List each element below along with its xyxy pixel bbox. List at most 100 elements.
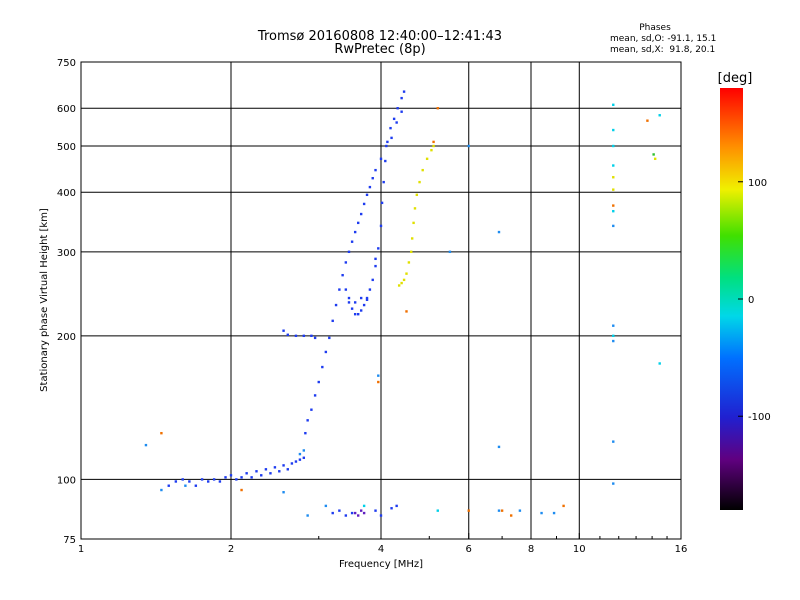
y-axis-label: Stationary phase Virtual Height [km] <box>39 208 50 392</box>
data-point <box>338 509 341 512</box>
data-point <box>310 334 313 338</box>
data-point <box>298 458 302 461</box>
y-tick-label: 75 <box>63 535 76 546</box>
data-point <box>412 221 415 225</box>
phase-heading: Phases <box>639 23 671 33</box>
plot-area: 1 2 4 6 8 10 16 75 100 200 300 400 500 600 750 <box>57 58 687 555</box>
data-point <box>402 90 406 93</box>
data-point <box>344 288 348 291</box>
y-tick-label: 300 <box>57 248 76 259</box>
data-point <box>286 468 289 471</box>
data-point <box>302 456 306 459</box>
data-point <box>362 303 366 307</box>
data-point <box>400 96 403 100</box>
data-point <box>518 509 522 512</box>
data-point <box>260 474 263 477</box>
data-point <box>304 431 307 435</box>
data-point <box>384 159 387 163</box>
data-point <box>432 144 435 148</box>
data-point <box>200 478 204 481</box>
data-point <box>294 460 298 463</box>
data-point <box>436 509 439 512</box>
data-point <box>353 312 357 316</box>
data-point <box>350 511 354 515</box>
data-point <box>467 144 470 148</box>
data-point <box>405 310 408 313</box>
data-point <box>432 140 435 144</box>
data-point <box>612 440 615 443</box>
data-point <box>359 296 363 300</box>
colorbar <box>720 88 743 510</box>
data-point <box>294 334 298 338</box>
data-point <box>235 478 238 481</box>
data-point <box>612 204 615 207</box>
data-point <box>282 464 285 467</box>
data-point <box>194 484 198 487</box>
y-tick-label: 400 <box>57 188 76 199</box>
data-point <box>365 298 369 301</box>
data-point <box>264 468 268 471</box>
data-point <box>658 114 661 117</box>
data-point <box>321 365 324 369</box>
data-point <box>218 480 222 483</box>
y-tick-label: 200 <box>57 332 76 343</box>
data-point <box>353 230 357 234</box>
x-tick-label: 10 <box>573 544 586 555</box>
data-point <box>612 324 615 327</box>
data-point <box>389 126 392 130</box>
data-point <box>415 193 419 197</box>
x-tick-label: 1 <box>78 544 84 555</box>
data-point <box>224 476 227 479</box>
data-point <box>160 488 163 492</box>
y-tick-label: 750 <box>57 58 76 69</box>
data-point <box>174 480 178 483</box>
data-point <box>390 136 393 140</box>
data-point <box>374 264 377 268</box>
data-point <box>612 103 615 107</box>
data-point <box>306 419 309 422</box>
data-point <box>356 514 360 517</box>
data-point <box>562 504 565 508</box>
data-point <box>324 504 328 508</box>
data-point <box>612 334 615 338</box>
data-point <box>385 144 388 148</box>
data-point <box>206 480 210 483</box>
x-axis-label: Frequency [MHz] <box>339 559 423 570</box>
data-point <box>324 350 328 354</box>
data-point <box>392 117 396 121</box>
data-point <box>347 296 351 300</box>
data-point <box>400 281 403 285</box>
data-point <box>612 339 615 343</box>
data-point <box>430 148 433 152</box>
data-point <box>448 250 452 254</box>
data-point <box>390 507 393 510</box>
data-point <box>418 180 421 184</box>
data-point <box>353 301 357 304</box>
data-point <box>359 212 363 216</box>
data-point <box>395 504 398 508</box>
data-point <box>212 478 216 481</box>
data-point <box>167 484 170 487</box>
x-tick-label: 16 <box>675 544 688 555</box>
data-point <box>396 107 399 110</box>
data-point <box>612 209 615 213</box>
phase-x-stats: mean, sd,X: 91.8, 20.1 <box>610 45 715 55</box>
data-point <box>653 157 657 161</box>
data-point <box>356 221 360 225</box>
data-point <box>240 476 243 479</box>
data-point <box>255 470 258 473</box>
data-point <box>362 504 366 508</box>
data-point <box>313 336 317 340</box>
data-point <box>240 488 243 492</box>
data-point <box>407 261 411 264</box>
data-point <box>413 207 417 210</box>
data-point <box>612 144 615 148</box>
data-point <box>397 284 401 287</box>
data-point <box>347 301 351 304</box>
phase-o-stats: mean, sd,O: -91.1, 15.1 <box>610 34 716 44</box>
data-point <box>646 119 649 122</box>
data-point <box>334 303 338 307</box>
data-point <box>298 452 302 456</box>
data-point <box>612 128 615 132</box>
